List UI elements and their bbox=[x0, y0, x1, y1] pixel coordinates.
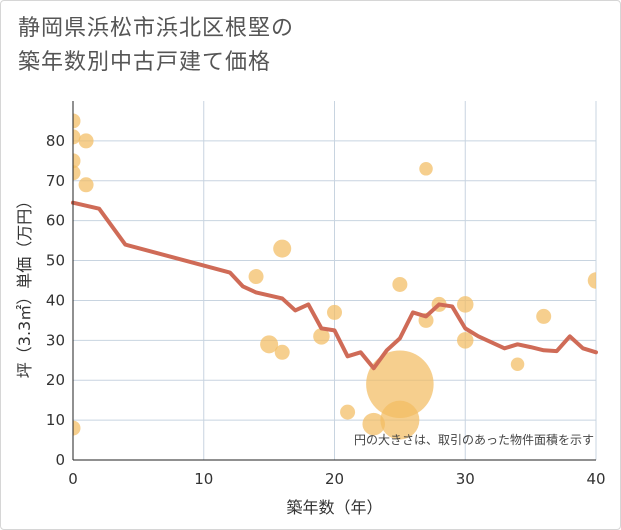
y-tick-label: 10 bbox=[46, 411, 65, 429]
chart-title-line-2: 築年数別中古戸建て価格 bbox=[18, 50, 272, 75]
trend-line bbox=[71, 200, 598, 371]
y-tick-label: 20 bbox=[46, 371, 65, 389]
bubble-point bbox=[510, 357, 525, 372]
bubble-point bbox=[362, 412, 385, 436]
x-tick-label: 30 bbox=[456, 470, 475, 488]
y-tick-label: 70 bbox=[46, 172, 65, 190]
axes bbox=[72, 101, 596, 461]
bubble-point bbox=[73, 153, 81, 169]
y-tick-label: 30 bbox=[46, 331, 65, 349]
bubble-size-note: 円の大きさは、取引のあった物件面積を示す bbox=[354, 432, 594, 447]
bubble-point bbox=[273, 239, 292, 258]
y-tick-label: 60 bbox=[46, 212, 65, 230]
bubble-point bbox=[78, 177, 94, 193]
bubble-point bbox=[536, 308, 552, 324]
bubble-point bbox=[340, 404, 356, 420]
tick-labels: 0 10 20 30 40 50 60 70 80 0 10 20 30 40 bbox=[46, 132, 606, 488]
bubble-point bbox=[457, 332, 474, 349]
bubble-point bbox=[73, 420, 81, 436]
bubble-point bbox=[260, 335, 279, 354]
bubble-point bbox=[313, 328, 330, 345]
trend-series bbox=[71, 200, 598, 371]
bubble-point bbox=[73, 113, 81, 129]
y-axis-label: 坪（3.3㎡）単価（万円） bbox=[15, 193, 34, 378]
chart-title: 静岡県浜松市浜北区根堅の 築年数別中古戸建て価格 bbox=[18, 12, 294, 80]
y-tick-label: 40 bbox=[46, 291, 65, 309]
bubble-point bbox=[327, 304, 342, 320]
bubble-point bbox=[78, 133, 94, 149]
x-tick-label: 40 bbox=[586, 470, 605, 488]
y-tick-label: 50 bbox=[46, 252, 65, 270]
bubble-point bbox=[457, 296, 474, 313]
bubble-point bbox=[587, 272, 596, 289]
y-tick-label: 0 bbox=[55, 451, 65, 469]
bubble-point bbox=[392, 276, 408, 292]
x-axis-label: 築年数（年） bbox=[286, 498, 382, 517]
x-tick-label: 10 bbox=[194, 470, 213, 488]
bubble-point bbox=[419, 162, 433, 176]
x-tick-label: 20 bbox=[325, 470, 344, 488]
bubble-point bbox=[248, 269, 264, 285]
bubble-series bbox=[73, 113, 596, 440]
bubble-point bbox=[366, 350, 434, 418]
bubble-point bbox=[274, 344, 290, 360]
x-tick-label: 0 bbox=[68, 470, 78, 488]
bubble-point bbox=[380, 400, 420, 440]
grid-lines bbox=[72, 101, 597, 460]
y-tick-label: 80 bbox=[46, 132, 65, 150]
chart-title-line-1: 静岡県浜松市浜北区根堅の bbox=[18, 16, 295, 41]
bubble-point bbox=[73, 165, 81, 181]
